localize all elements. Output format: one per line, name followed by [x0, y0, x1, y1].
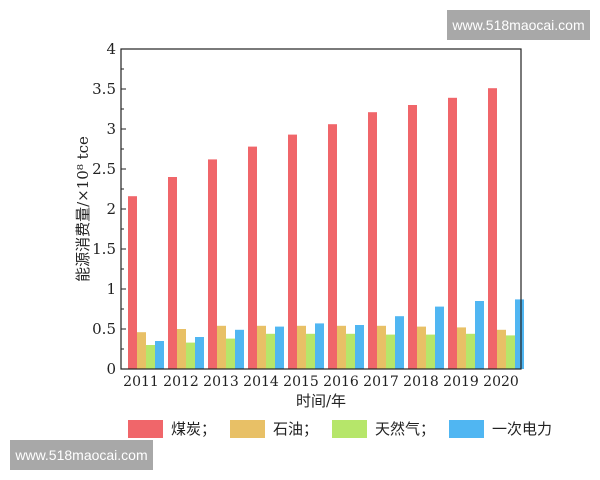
legend-swatch-coal — [128, 419, 163, 438]
bar-2016-石油 — [337, 325, 346, 369]
bar-2015-石油 — [297, 325, 306, 369]
bar-2016-煤炭 — [328, 124, 337, 369]
legend-swatch-electricity — [449, 419, 485, 438]
legend-item-oil: 石油； — [230, 418, 318, 439]
bar-2013-一次电力 — [235, 329, 244, 369]
bar-2017-天然气 — [386, 334, 395, 369]
bar-2019-天然气 — [466, 333, 475, 369]
x-tick-label: 2016 — [323, 374, 359, 390]
x-axis-label: 时间/年 — [296, 392, 346, 410]
legend-item-coal: 煤炭； — [128, 418, 216, 439]
x-tick-label: 2019 — [443, 374, 479, 390]
legend-label-electricity: 一次电力 — [492, 420, 553, 438]
x-tick-label: 2012 — [163, 374, 199, 390]
y-tick-label: 2 — [106, 200, 116, 218]
bar-2020-一次电力 — [515, 299, 524, 369]
bar-2014-一次电力 — [275, 326, 284, 369]
y-tick-label: 2.5 — [92, 160, 116, 178]
x-tick-label: 2014 — [243, 374, 279, 390]
bar-2018-天然气 — [426, 334, 435, 369]
legend-label-coal: 煤炭； — [171, 420, 217, 438]
legend-swatch-gas — [332, 419, 368, 438]
bar-2011-石油 — [137, 332, 146, 369]
bar-2013-煤炭 — [208, 159, 217, 369]
x-tick-label: 2011 — [123, 374, 159, 390]
x-axis: 2011 2012 2013 2014 2015 2016 2017 2018 2019 2020 — [123, 374, 519, 390]
bar-2017-一次电力 — [395, 316, 404, 369]
x-tick-label: 2013 — [203, 374, 239, 390]
y-tick-label: 1.5 — [92, 240, 116, 258]
bar-2019-一次电力 — [475, 301, 484, 369]
bar-2012-天然气 — [186, 342, 195, 369]
y-tick-label: 0.5 — [92, 320, 116, 338]
x-tick-label: 2015 — [283, 374, 319, 390]
x-tick-label: 2020 — [483, 374, 519, 390]
bar-2019-石油 — [457, 327, 466, 369]
watermark-top: www.518maocai.com — [447, 10, 590, 40]
y-tick-label: 3.5 — [92, 80, 116, 98]
bar-2020-煤炭 — [488, 88, 497, 369]
bar-2018-石油 — [417, 326, 426, 369]
y-tick-label: 1 — [106, 280, 116, 298]
y-tick-label: 0 — [106, 360, 116, 378]
bar-2014-天然气 — [266, 333, 275, 369]
bar-2018-一次电力 — [435, 306, 444, 369]
legend-label-oil: 石油； — [273, 420, 319, 438]
bars-group — [128, 88, 524, 370]
bar-2011-一次电力 — [155, 341, 164, 369]
bar-2012-煤炭 — [168, 177, 177, 369]
bar-2013-天然气 — [226, 338, 235, 369]
y-axis-label: 能源消费量/×10⁸ tce — [74, 136, 92, 282]
bar-2014-石油 — [257, 325, 266, 369]
legend-item-electricity: 一次电力 — [449, 418, 552, 439]
bar-2020-天然气 — [506, 335, 515, 369]
y-axis: 0 0.5 1 1.5 2 2.5 3 3.5 4 — [92, 40, 126, 378]
plot-frame — [120, 48, 522, 370]
bar-2015-煤炭 — [288, 134, 297, 369]
bar-2014-煤炭 — [248, 146, 257, 369]
bar-2017-石油 — [377, 325, 386, 369]
bar-2015-天然气 — [306, 333, 315, 369]
legend-item-gas: 天然气； — [332, 418, 435, 439]
watermark-bottom: www.518maocai.com — [10, 440, 153, 470]
bar-2011-煤炭 — [128, 196, 137, 369]
y-tick-label: 3 — [106, 120, 116, 138]
bar-2016-一次电力 — [355, 325, 364, 369]
bar-2020-石油 — [497, 329, 506, 369]
x-tick-label: 2018 — [403, 374, 439, 390]
bar-2013-石油 — [217, 325, 226, 369]
bar-2012-石油 — [177, 329, 186, 369]
bar-2015-一次电力 — [315, 323, 324, 369]
bar-2018-煤炭 — [408, 105, 417, 369]
bar-2019-煤炭 — [448, 97, 457, 370]
y-tick-label: 4 — [106, 40, 116, 58]
bar-2016-天然气 — [346, 333, 355, 369]
legend: 煤炭； 石油； 天然气； 一次电力 — [128, 418, 566, 439]
bar-2012-一次电力 — [195, 337, 204, 369]
bar-2017-煤炭 — [368, 112, 377, 369]
legend-label-gas: 天然气； — [375, 420, 436, 438]
bar-2011-天然气 — [146, 345, 155, 369]
x-tick-label: 2017 — [363, 374, 399, 390]
legend-swatch-oil — [230, 419, 266, 438]
